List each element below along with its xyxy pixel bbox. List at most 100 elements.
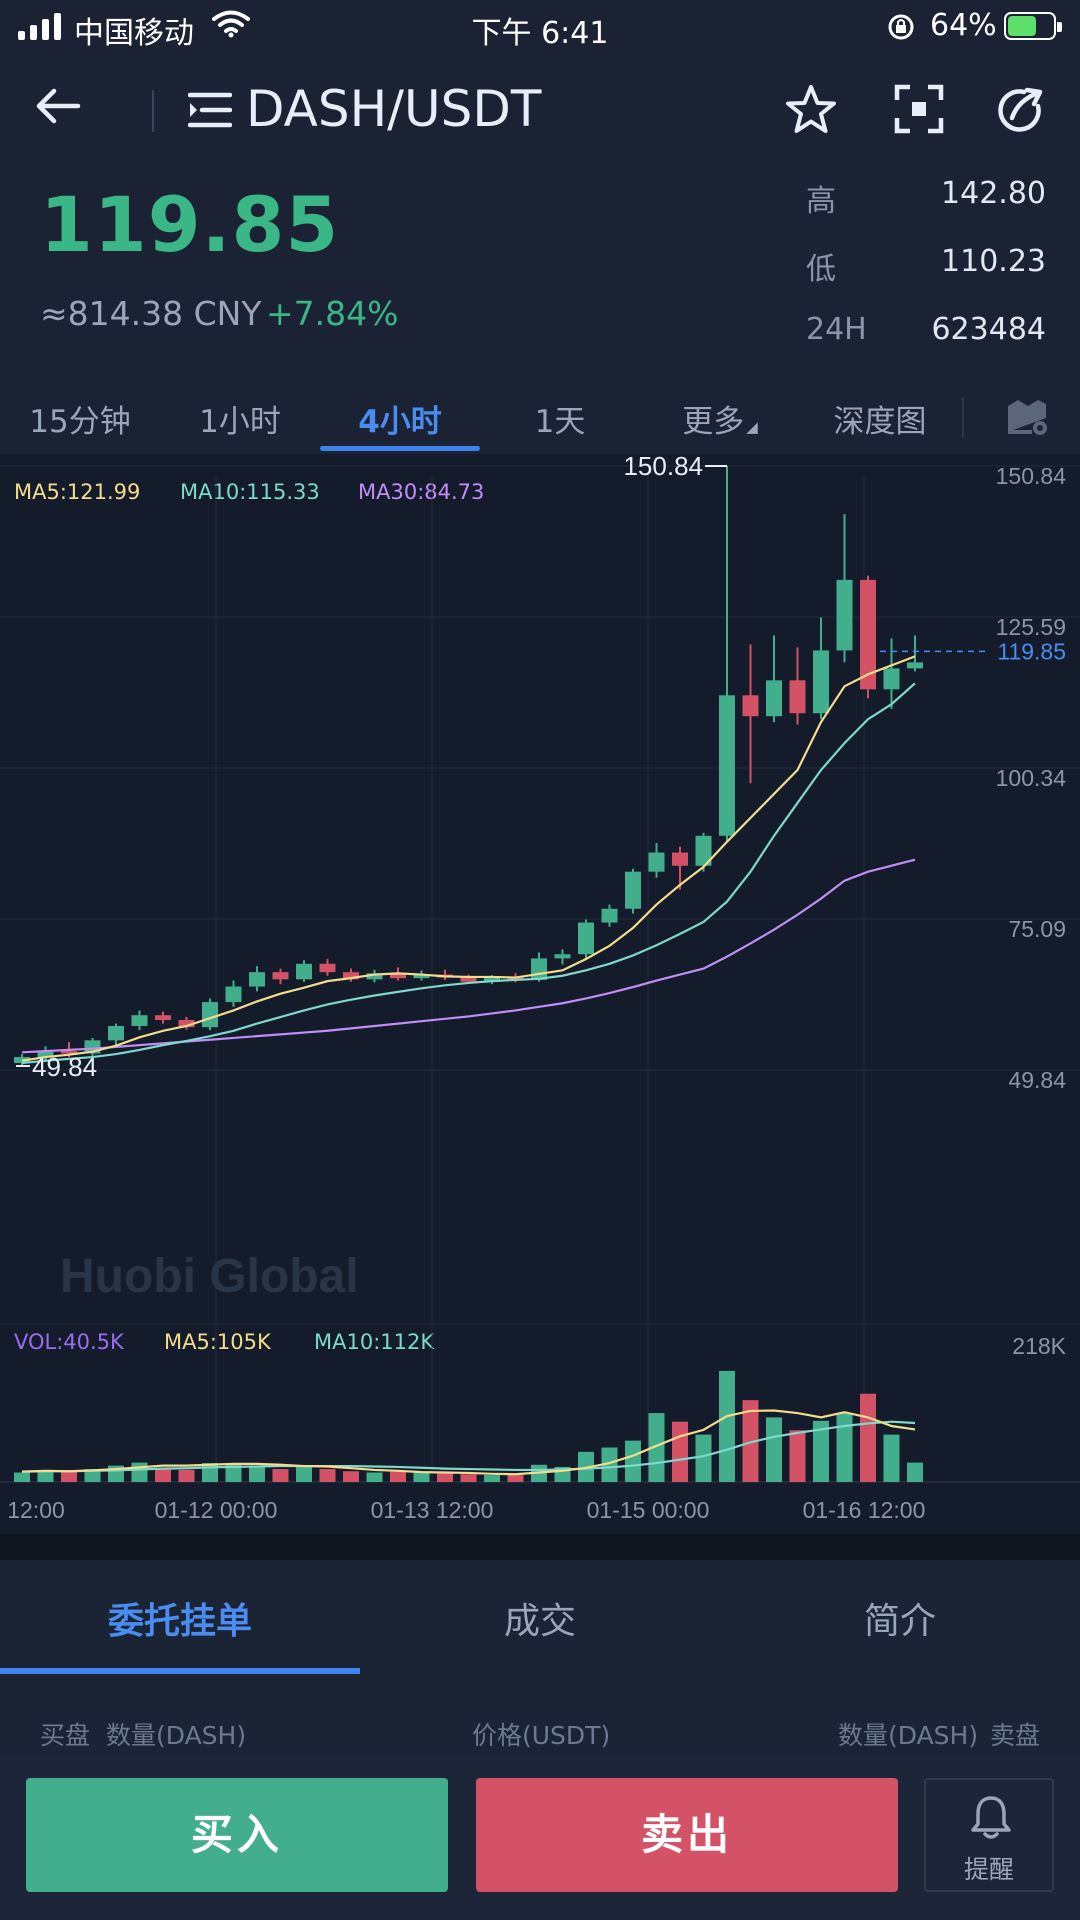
legend-vol-ma10: MA10:112K bbox=[314, 1330, 435, 1354]
volume-bar bbox=[178, 1469, 195, 1482]
cny-price: ≈814.38 CNY bbox=[40, 294, 262, 333]
volume-max-label: 218K bbox=[1012, 1333, 1066, 1359]
candle-body bbox=[343, 972, 359, 980]
stat-24h-value: 623484 bbox=[931, 312, 1046, 347]
candle-body bbox=[390, 973, 406, 979]
volume-bar bbox=[272, 1469, 289, 1482]
tab-depth-chart[interactable]: 深度图 bbox=[833, 404, 927, 440]
legend-ma5: MA5:121.99 bbox=[14, 480, 141, 504]
candle-body bbox=[366, 973, 383, 980]
action-bar: 买入 卖出 提醒 bbox=[0, 1754, 1080, 1920]
ask-qty-label: 数量(DASH) bbox=[838, 1721, 979, 1750]
price-label: 价格(USDT) bbox=[472, 1721, 611, 1750]
volume-bar bbox=[484, 1475, 500, 1482]
tab-1day[interactable]: 1天 bbox=[534, 404, 586, 440]
battery-percent: 64% bbox=[930, 8, 997, 43]
candle-body bbox=[155, 1015, 171, 1021]
chart-canvas: Huobi Global 150.84 125.59 100.34 75.09 49.84… bbox=[0, 454, 1080, 1523]
candle-body bbox=[131, 1015, 148, 1026]
stat-low: 低 110.23 bbox=[806, 244, 1046, 312]
vol-ma5-line bbox=[21, 1409, 916, 1476]
ma10-line bbox=[21, 682, 916, 1065]
bell-icon bbox=[971, 1796, 1011, 1839]
tabs-divider bbox=[962, 398, 964, 438]
tab-more[interactable]: 更多 ◢ bbox=[640, 396, 800, 441]
back-arrow-icon[interactable] bbox=[34, 86, 82, 126]
chart-settings-icon[interactable] bbox=[1006, 394, 1050, 438]
tab-open-orders[interactable]: 委托挂单 bbox=[107, 1601, 252, 1642]
battery-icon bbox=[1004, 12, 1062, 40]
price-alert-button[interactable]: 提醒 bbox=[924, 1778, 1054, 1892]
rotation-lock-icon bbox=[888, 14, 914, 40]
candle-body bbox=[742, 695, 759, 717]
candle-body bbox=[625, 871, 641, 909]
candle-body bbox=[319, 963, 336, 973]
signal-icon bbox=[18, 12, 61, 40]
high-marker-label: 150.84 bbox=[623, 454, 703, 481]
y-tick-label: 49.84 bbox=[1008, 1067, 1066, 1093]
favorite-star-icon[interactable] bbox=[784, 84, 838, 136]
tab-1hour[interactable]: 1小时 bbox=[199, 404, 281, 440]
stat-high: 高 142.80 bbox=[806, 176, 1046, 244]
candlestick-chart[interactable]: MA5:121.99 MA10:115.33 MA30:84.73 VOL:40… bbox=[0, 454, 1080, 1534]
volume-bar bbox=[296, 1466, 312, 1482]
wifi-icon bbox=[212, 10, 250, 38]
volume-bar bbox=[366, 1472, 383, 1482]
alert-label: 提醒 bbox=[963, 1855, 1014, 1884]
candle-body bbox=[672, 852, 688, 866]
stat-low-value: 110.23 bbox=[941, 244, 1046, 279]
volume-bar bbox=[742, 1400, 759, 1482]
tab-4hour[interactable]: 4小时 bbox=[358, 404, 442, 440]
candle-body bbox=[37, 1051, 54, 1058]
volume-bar bbox=[766, 1417, 782, 1482]
stat-24h-label: 24H bbox=[806, 312, 867, 347]
tab-15min[interactable]: 15分钟 bbox=[29, 404, 131, 440]
x-tick-label: 01-15 00:00 bbox=[587, 1497, 710, 1523]
volume-bar bbox=[61, 1471, 77, 1482]
tab-trades[interactable]: 成交 bbox=[503, 1601, 576, 1642]
volume-bar bbox=[84, 1469, 101, 1482]
volume-bar bbox=[249, 1465, 265, 1482]
y-tick-label: 100.34 bbox=[996, 765, 1067, 791]
x-tick-label: 01-13 12:00 bbox=[371, 1497, 494, 1523]
tab-intro[interactable]: 简介 bbox=[863, 1601, 936, 1642]
volume-bar bbox=[460, 1474, 477, 1482]
carrier-name: 中国移动 bbox=[74, 16, 194, 51]
candle-body bbox=[601, 908, 618, 923]
volume-bar bbox=[343, 1471, 359, 1482]
bottom-tabs: 委托挂单 成交 简介 bbox=[0, 1560, 1080, 1676]
clock: 下午 6:41 bbox=[471, 16, 609, 51]
pair-title[interactable]: DASH/USDT bbox=[246, 80, 542, 138]
candle-body bbox=[883, 668, 900, 690]
candle-body bbox=[61, 1051, 77, 1054]
volume-bar bbox=[813, 1420, 829, 1482]
candle-body bbox=[860, 579, 876, 690]
share-icon[interactable] bbox=[994, 84, 1046, 136]
candle-body bbox=[178, 1020, 195, 1028]
price-change-percent: +7.84% bbox=[266, 294, 399, 333]
vol-ma10-line bbox=[21, 1420, 916, 1473]
ma5-line bbox=[21, 655, 916, 1062]
header: DASH/USDT bbox=[0, 54, 1080, 164]
candle-body bbox=[460, 977, 477, 982]
volume-bar bbox=[390, 1471, 406, 1482]
tab-more-label: 更多 bbox=[682, 404, 745, 440]
x-tick-label: 01-12 00:00 bbox=[155, 1497, 278, 1523]
candle-body bbox=[413, 974, 430, 979]
buy-button[interactable]: 买入 bbox=[26, 1778, 448, 1892]
volume-bar bbox=[155, 1468, 171, 1482]
header-divider bbox=[152, 90, 154, 132]
interval-tabs: 15分钟 1小时 4小时 1天 更多 ◢ 深度图 bbox=[0, 386, 1080, 452]
candle-body bbox=[648, 852, 665, 872]
ask-label: 卖盘 bbox=[990, 1721, 1041, 1750]
bid-qty-label: 数量(DASH) bbox=[106, 1721, 247, 1750]
sell-button[interactable]: 卖出 bbox=[476, 1778, 898, 1892]
bottom-tab-indicator bbox=[0, 1668, 360, 1674]
candle-body bbox=[108, 1025, 124, 1041]
order-book-header: 买盘 数量(DASH) 价格(USDT) 数量(DASH) 卖盘 bbox=[0, 1676, 1080, 1754]
fullscreen-icon[interactable] bbox=[894, 84, 944, 134]
volume-bar bbox=[225, 1463, 242, 1482]
pair-menu-icon[interactable] bbox=[188, 92, 232, 128]
candle-body bbox=[484, 977, 500, 982]
last-price: 119.85 bbox=[40, 180, 340, 269]
